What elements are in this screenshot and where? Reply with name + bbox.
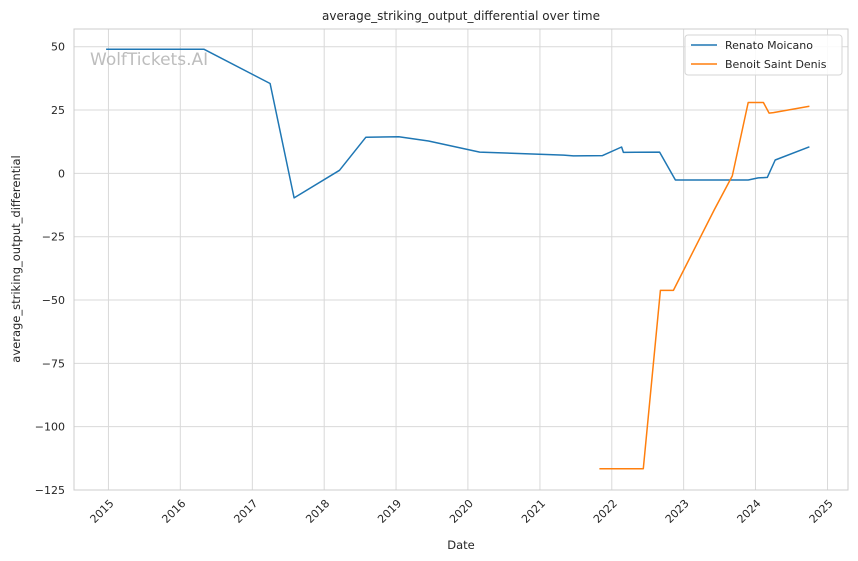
legend: Renato Moicano Benoit Saint Denis — [684, 34, 843, 76]
y-tick-label: −25 — [42, 231, 65, 244]
x-axis-label: Date — [447, 538, 475, 552]
series-line-1 — [599, 101, 810, 470]
y-tick-label: −125 — [35, 484, 65, 497]
chart-title: average_striking_output_differential ove… — [322, 9, 600, 23]
y-tick-label: 25 — [51, 104, 65, 117]
watermark: WolfTickets.AI — [90, 50, 208, 70]
legend-label-1: Benoit Saint Denis — [725, 58, 827, 71]
y-tick-label: −50 — [42, 294, 65, 307]
legend-box — [684, 34, 843, 76]
plot-area — [73, 28, 849, 491]
legend-label-0: Renato Moicano — [725, 39, 813, 52]
y-tick-label: 50 — [51, 41, 65, 54]
grid-lines — [74, 29, 848, 491]
series-lines — [106, 48, 810, 470]
y-tick-label: −100 — [35, 421, 65, 434]
y-tick-label: −75 — [42, 357, 65, 370]
y-tick-label: 0 — [58, 167, 65, 180]
y-tick-labels: 50 25 0 −25 −50 −75 −100 −125 — [35, 41, 65, 497]
series-line-0 — [106, 48, 810, 199]
y-axis-label: average_striking_output_differential — [9, 155, 23, 362]
